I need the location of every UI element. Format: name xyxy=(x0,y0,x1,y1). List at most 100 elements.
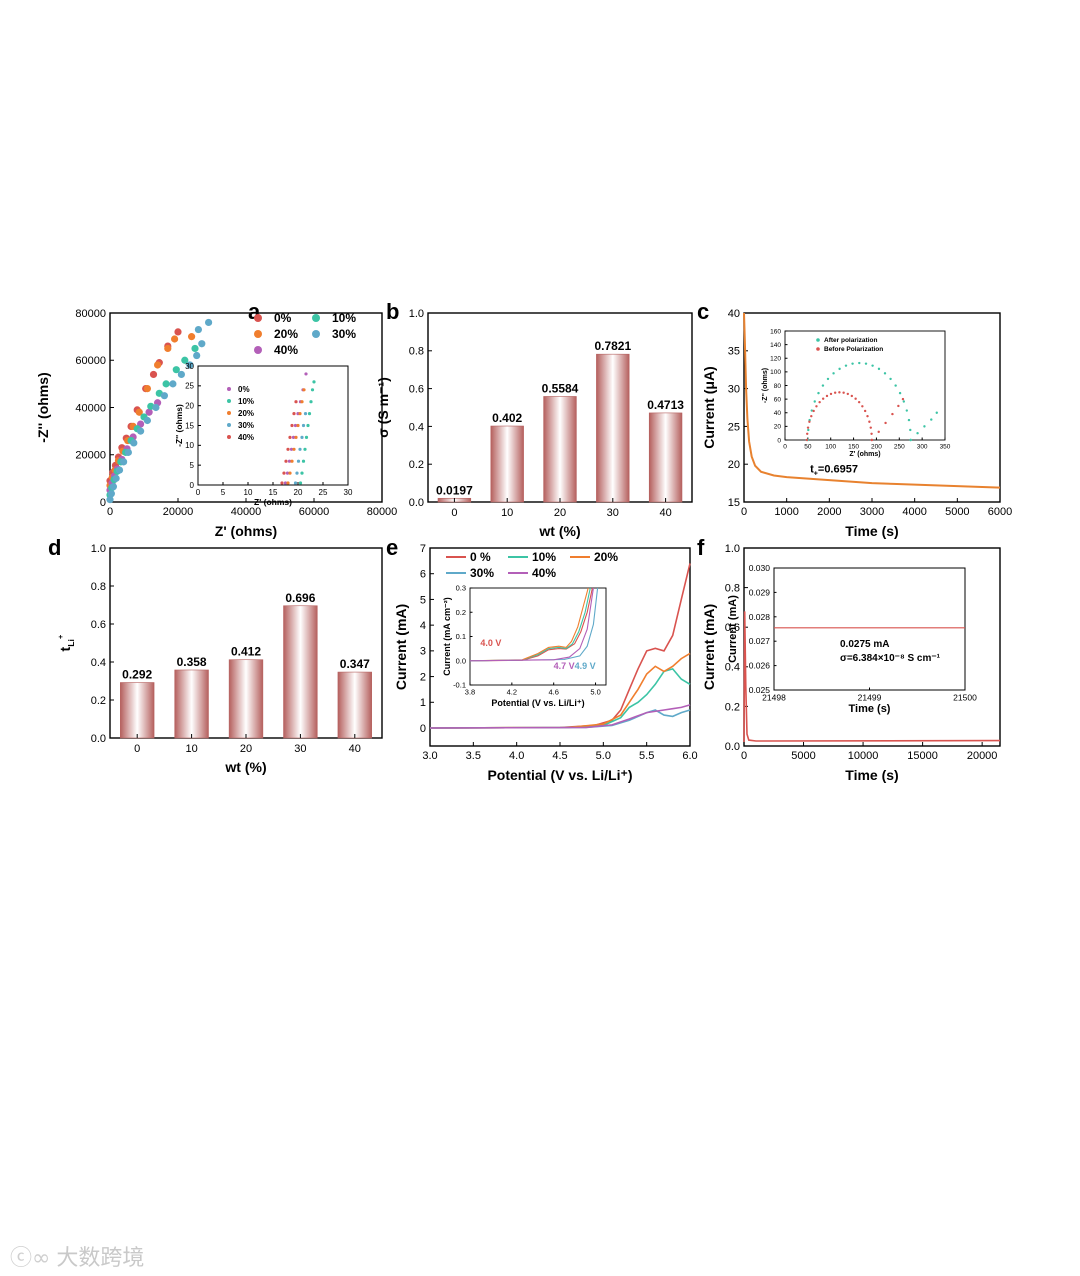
x-tick-label: 50 xyxy=(804,444,812,451)
x-tick-label: 5.0 xyxy=(590,688,600,697)
y-tick-label: 0.2 xyxy=(409,459,424,471)
legend-marker xyxy=(312,330,320,338)
y-tick-label: 0.2 xyxy=(725,701,740,713)
x-tick-label: 0 xyxy=(451,507,457,519)
inset-data-point xyxy=(838,391,841,394)
bar-value-label: 0.347 xyxy=(340,657,370,671)
legend-label: 20% xyxy=(594,550,618,564)
legend-marker xyxy=(254,330,262,338)
y-tick-label: 0.029 xyxy=(749,587,771,597)
x-tick-label: 60000 xyxy=(299,506,330,518)
y-tick-label: 0.4 xyxy=(409,421,424,433)
inset-data-point xyxy=(864,362,868,365)
inset-data-point xyxy=(935,411,938,414)
data-point xyxy=(186,361,194,369)
inset-legend-label: 0% xyxy=(238,385,250,394)
x-axis-label: Z' (ohms) xyxy=(254,497,292,507)
bar xyxy=(120,682,155,739)
inset-data-point xyxy=(851,362,854,365)
x-tick-label: 15 xyxy=(269,488,278,497)
data-point xyxy=(145,408,153,416)
panel-letter: f xyxy=(697,535,705,560)
inset-legend-marker xyxy=(227,399,231,403)
inset-data-point xyxy=(291,435,296,439)
y-tick-label: 0 xyxy=(420,723,426,735)
y-tick-label: 0 xyxy=(100,497,106,509)
data-point xyxy=(194,325,202,334)
x-tick-label: 10 xyxy=(185,743,197,755)
x-tick-label: 100 xyxy=(825,444,836,451)
y-tick-label: 120 xyxy=(770,356,781,363)
inset-data-point xyxy=(833,391,837,394)
data-point xyxy=(124,448,132,456)
y-tick-label: 60000 xyxy=(75,355,106,367)
inset-data-point xyxy=(844,364,848,367)
inset-data-point xyxy=(832,372,835,375)
inset-data-point xyxy=(295,471,299,475)
data-point xyxy=(115,466,124,474)
inset-data-point xyxy=(298,481,303,485)
x-axis-label: Time (s) xyxy=(849,703,891,715)
x-tick-label: 21498 xyxy=(762,693,786,703)
y-tick-label: 0.6 xyxy=(725,622,740,634)
inset-data-point xyxy=(303,447,307,451)
x-tick-label: 6.0 xyxy=(682,750,697,762)
x-tick-label: 4.2 xyxy=(507,688,517,697)
y-axis-label: Current (mA) xyxy=(701,604,717,690)
bar xyxy=(543,396,577,503)
x-tick-label: 15000 xyxy=(907,750,938,762)
data-point xyxy=(152,403,160,412)
inset-legend-marker xyxy=(227,423,231,427)
x-tick-label: 20 xyxy=(294,488,303,497)
inset-data-point xyxy=(826,377,830,381)
plot-frame xyxy=(773,567,966,691)
y-tick-label: 20 xyxy=(185,401,194,410)
inset-data-point xyxy=(283,481,288,485)
data-point xyxy=(188,333,196,341)
inset-data-point xyxy=(877,430,880,434)
x-axis-label: Time (s) xyxy=(845,523,898,539)
panel-b: b 0.0 0.2 0.4 0.6 0.8 1.0 wt (%) σ (S m⁻¹) 0.0197… xyxy=(375,299,693,539)
inset-data-point xyxy=(916,431,919,435)
panel-f: f 0 5000 10000 15000 20000 0.0 0.2 0.4 0.6 0.8 1.0 T… xyxy=(697,535,1001,783)
panel-a: a0 20000 40000 60000 80000020000400006000080… xyxy=(35,299,397,539)
panel-d: d 0.0 0.2 0.4 0.6 0.8 1.0 wt (%) tLi+ 0.292 0 0.358… xyxy=(48,535,383,775)
y-tick-label: 0.4 xyxy=(725,662,740,674)
x-axis-label: Z' (ohms) xyxy=(215,523,277,539)
x-tick-label: 0 xyxy=(783,444,787,451)
data-point xyxy=(174,328,182,336)
y-tick-label: 40000 xyxy=(75,402,106,414)
y-tick-label: 4 xyxy=(420,620,426,632)
y-axis-label: tLi+ xyxy=(56,634,76,651)
inset-data-point xyxy=(825,394,829,398)
inset-data-point xyxy=(884,421,887,425)
legend-marker xyxy=(312,314,320,322)
data-point xyxy=(169,380,177,388)
bar xyxy=(174,669,209,739)
inset-data-point xyxy=(877,367,881,371)
inset-annotation: σ=6.384×10⁻⁸ S cm⁻¹ xyxy=(840,653,941,664)
x-tick-label: 5.0 xyxy=(596,750,611,762)
bar-value-label: 0.358 xyxy=(177,655,207,669)
y-tick-label: 5 xyxy=(190,461,195,470)
x-tick-label: 5 xyxy=(221,488,226,497)
inset-data-point xyxy=(280,481,284,485)
data-point xyxy=(135,408,143,416)
y-tick-label: 0 xyxy=(777,437,781,444)
inset-data-point xyxy=(296,459,301,463)
x-axis-label: Z' (ohms) xyxy=(849,451,880,458)
bar-value-label: 0.7821 xyxy=(594,339,631,353)
inset-data-point xyxy=(287,459,292,463)
inset-data-point xyxy=(857,400,861,404)
inset-data-point xyxy=(310,388,315,392)
inset-legend-marker xyxy=(227,435,231,439)
inset-data-point xyxy=(301,459,306,463)
y-axis-label: -Z'' (ohms) xyxy=(762,368,769,403)
inset-data-point xyxy=(300,471,304,475)
data-point xyxy=(164,344,172,353)
inset-data-line xyxy=(469,587,594,662)
x-tick-label: 20000 xyxy=(967,750,998,762)
data-point xyxy=(143,416,151,425)
legend: 0% 10% 20% 30% 40% xyxy=(254,311,356,357)
panel-letter: e xyxy=(386,535,398,560)
